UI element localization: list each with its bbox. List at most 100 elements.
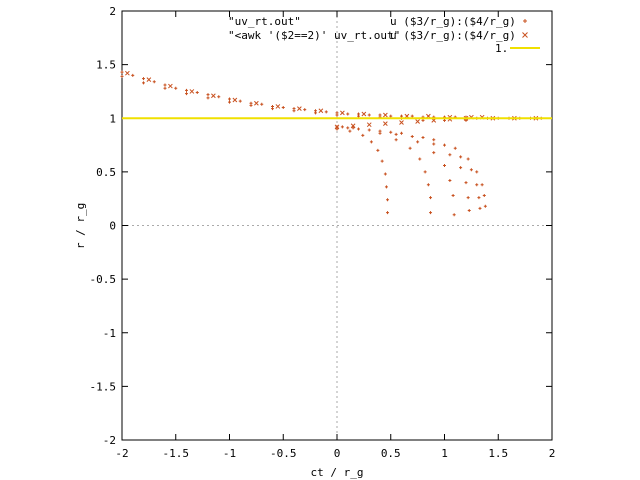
y-tick-label: 0.5 [96,166,116,179]
data-point [383,121,388,126]
data-point [174,86,178,90]
data-point [228,97,231,101]
data-point [131,73,135,77]
data-point [421,136,425,140]
data-point [189,89,195,94]
data-point [195,91,199,95]
data-point [389,130,393,134]
data-point [185,92,188,96]
x-tick-label: 2 [549,447,556,460]
x-axis-label: ct / r_g [311,466,364,479]
data-point [443,118,446,122]
data-point [346,126,350,130]
legend: "uv_rt.out" u ($3/r_g):($4/r_g) "<awk '(… [228,15,540,55]
y-tick-label: -1 [103,327,116,340]
data-point [120,70,124,74]
data-point [281,106,285,110]
x-tick-label: 1.5 [488,447,508,460]
data-point [453,146,457,150]
data-point [448,153,452,157]
data-point [459,155,463,159]
y-tick-label: -0.5 [90,273,117,286]
data-point [386,198,390,202]
data-point [217,95,221,99]
zero-axis-lines [122,11,552,440]
data-point [334,124,340,130]
data-point [146,77,152,82]
data-point [475,170,479,174]
x-tick-label: -2 [115,447,128,460]
legend-keys [510,19,540,49]
legend-name-1: "uv_rt.out" [228,15,301,28]
data-point [142,77,145,81]
data-point [211,93,216,99]
data-point [410,134,414,138]
data-point [418,157,422,161]
data-point [361,111,367,117]
data-point [383,112,388,118]
data-point [386,211,390,215]
data-point [228,100,231,104]
data-point [346,112,350,116]
data-point [451,193,455,197]
data-point [120,74,124,78]
data-point [357,114,360,118]
x-tick-label: -1.5 [163,447,190,460]
data-point [206,93,210,97]
data-point [297,106,302,111]
data-point [163,86,167,90]
data-point [415,119,420,124]
data-point [394,138,398,142]
data-point [254,100,259,106]
y-tick-label: 2 [109,5,116,18]
data-point [389,114,393,118]
data-point [168,83,173,89]
data-point [423,170,427,174]
data-point [482,193,486,197]
data-point [432,151,436,155]
data-points [120,70,543,217]
data-point [367,113,371,117]
data-point [466,196,470,200]
x-tick-label: -1 [223,447,236,460]
data-point [324,110,328,114]
data-point [464,118,468,122]
data-point [432,138,436,142]
data-point [163,83,167,87]
data-point [125,70,130,76]
x-tick-label: 1 [441,447,448,460]
y-tick-label: 1 [109,112,116,125]
data-point [400,131,403,135]
data-point [378,129,382,133]
data-point [366,122,372,128]
y-tick-label: 0 [109,220,116,233]
data-point [380,159,384,163]
data-point [384,185,388,189]
data-point [469,168,473,172]
x-axis: -2 -1.5 -1 -0.5 0 0.5 1 1.5 2 [115,11,555,460]
data-point [459,166,463,170]
data-point [271,107,274,111]
data-point [351,126,355,130]
data-point [399,120,404,125]
data-point [376,148,380,152]
data-point [369,140,373,144]
data-point [429,211,433,215]
data-point [443,163,446,167]
legend-name-3: 1. [495,42,508,55]
x-tick-label: 0.5 [381,447,401,460]
data-point [348,129,352,133]
data-point [416,140,420,144]
data-point [275,104,281,109]
y-axis: -2 -1.5 -1 -0.5 0 0.5 1 1.5 2 [90,5,552,447]
data-point [477,196,481,200]
data-point [340,110,345,116]
data-point [443,143,446,147]
data-point [426,183,430,187]
data-point [432,142,436,146]
y-tick-label: 1.5 [96,59,116,72]
y-tick-label: -2 [103,434,116,447]
data-point [466,157,470,161]
data-point [464,181,468,185]
legend-using-2: u ($3/r_g):($4/r_g) [390,29,516,42]
